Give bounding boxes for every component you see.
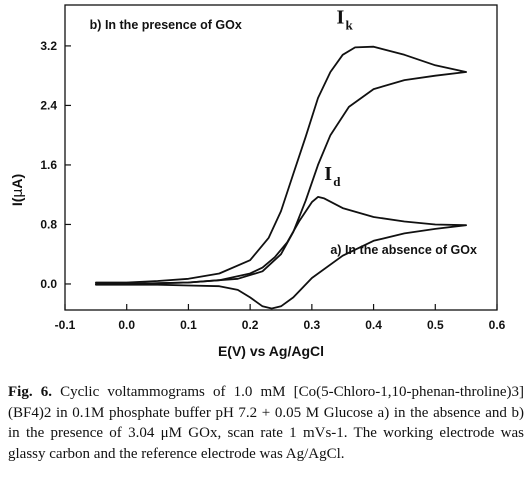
series-layer [95, 45, 468, 310]
x-tick-label: 0.6 [489, 318, 506, 332]
x-tick-label: 0.0 [118, 318, 135, 332]
y-tick-label: 0.0 [40, 277, 57, 291]
y-axis-title-mu: μ [10, 189, 26, 198]
series-line-absence-gox [95, 195, 468, 310]
series-line-presence-gox [95, 45, 468, 285]
x-axis-ticks: -0.1 0.0 0.1 0.2 0.3 0.4 0.5 0.6 [55, 304, 506, 332]
y-axis-title: I(μA) [9, 174, 26, 206]
peak-label-k: I [337, 7, 345, 29]
caption-fig-label: Fig. 6. [8, 384, 52, 400]
y-tick-label: 1.6 [40, 158, 57, 172]
y-tick-label: 0.8 [40, 217, 57, 231]
x-tick-label: 0.3 [304, 318, 321, 332]
y-axis-title-part2: A) [9, 174, 25, 189]
peak-label-sub-d: d [333, 174, 341, 189]
plot-frame [64, 4, 498, 311]
peak-label-d: I [324, 163, 332, 185]
y-axis-title-part1: I( [9, 197, 25, 206]
peak-label-sub-k: k [346, 18, 354, 33]
y-axis-ticks: 0.0 0.8 1.6 2.4 3.2 [40, 39, 71, 291]
figure-caption: Fig. 6. Cyclic voltammograms of 1.0 mM [… [8, 382, 524, 464]
x-axis-title: E(V) vs Ag/AgCl [218, 343, 324, 359]
annotation-layer: a) In the absence of GOx b) In the presen… [90, 7, 477, 258]
annotation-absence-gox: a) In the absence of GOx [330, 243, 477, 257]
x-tick-label: 0.1 [180, 318, 197, 332]
x-tick-label: 0.4 [365, 318, 382, 332]
voltammogram-chart: -0.1 0.0 0.1 0.2 0.3 0.4 0.5 0.6 0.0 0.8 1.6 2.4 3.… [9, 4, 506, 359]
annotation-presence-gox: b) In the presence of GOx [90, 18, 242, 32]
y-tick-label: 3.2 [40, 39, 57, 53]
x-tick-label: 0.2 [242, 318, 259, 332]
y-tick-label: 2.4 [40, 98, 57, 112]
x-tick-label: -0.1 [55, 318, 76, 332]
x-tick-label: 0.5 [427, 318, 444, 332]
caption-body: Cyclic voltammograms of 1.0 mM [Co(5-Chl… [8, 384, 524, 462]
voltammogram-figure: -0.1 0.0 0.1 0.2 0.3 0.4 0.5 0.6 0.0 0.8 1.6 2.4 3.… [9, 4, 506, 359]
